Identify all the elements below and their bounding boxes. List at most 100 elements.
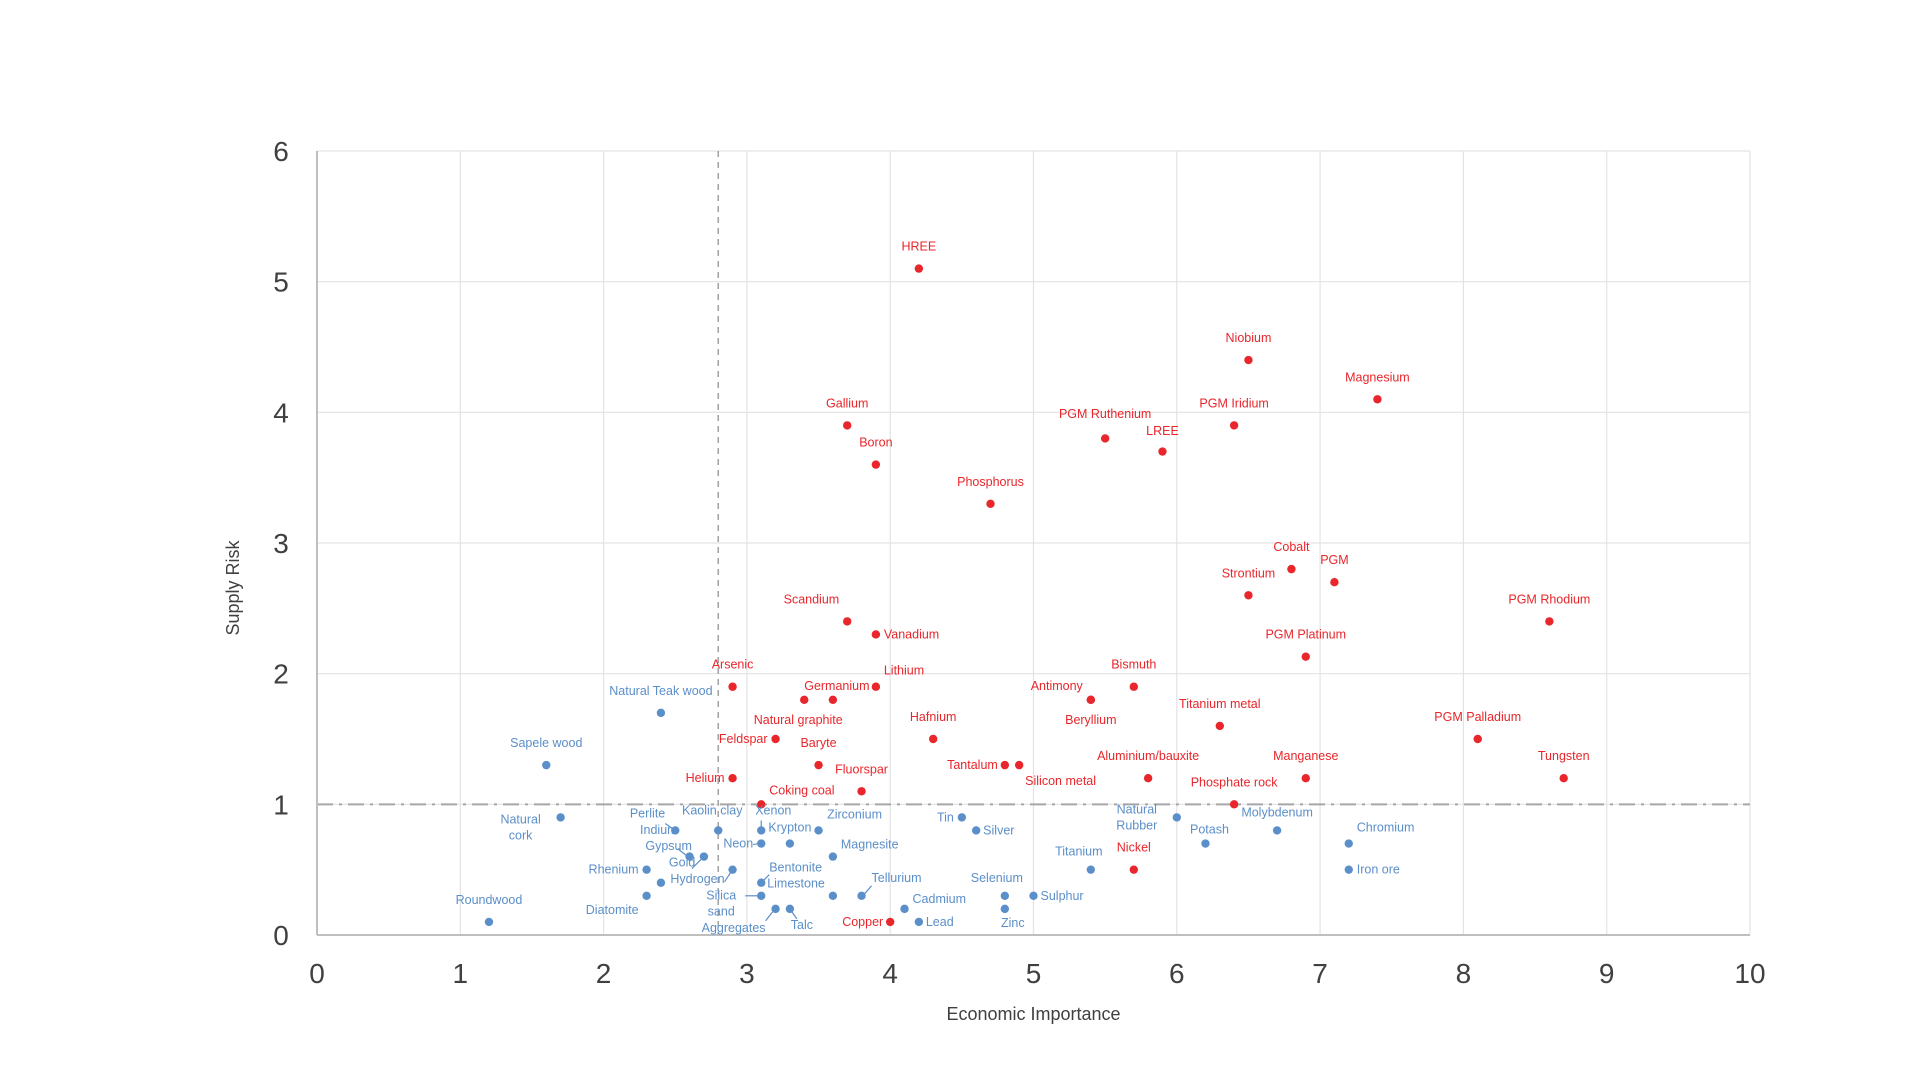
data-label: PGM Platinum [1265, 628, 1346, 642]
data-point-natural-rubber [1172, 813, 1182, 822]
data-point-aluminium-bauxite [1143, 774, 1153, 783]
data-label: PGM Ruthenium [1059, 407, 1151, 421]
data-label: Natural cork [500, 812, 540, 842]
data-point-scandium [843, 617, 852, 626]
data-label: Tin [937, 810, 954, 824]
data-point-cobalt [1287, 564, 1296, 574]
data-point-titanium-metal [1215, 721, 1224, 731]
data-label: Indium [640, 823, 678, 837]
data-point-pgm-ruthenium [1100, 434, 1110, 443]
data-label: Vanadium [884, 627, 939, 641]
data-point-silver [971, 826, 981, 835]
data-labels: HREE Niobium Magnesium Gallium PGM Iridium PG… [456, 240, 1591, 936]
data-label: Antimony [1031, 679, 1084, 693]
data-label: Silicon metal [1025, 774, 1096, 788]
data-label: Selenium [971, 871, 1023, 885]
leader-line [791, 911, 798, 920]
data-label: Kaolin clay [682, 803, 743, 817]
data-point-tantalum [1000, 760, 1010, 770]
y-tick-label: 3 [273, 528, 289, 559]
data-label: Scandium [784, 592, 840, 606]
data-label: Chromium [1357, 821, 1415, 835]
data-label: Silica sand [706, 889, 736, 919]
data-label: Magnesite [841, 838, 899, 852]
data-point-pgm-platinum [1301, 652, 1310, 661]
leader-line [864, 885, 872, 895]
data-point-strontium [1244, 591, 1253, 600]
data-label: Aggregates [702, 921, 766, 935]
data-label: Xenon [755, 803, 791, 817]
data-label: Bentonite [769, 860, 822, 874]
leader-line [724, 872, 732, 882]
data-point-beryllium [1086, 695, 1096, 704]
data-label: Aluminium/bauxite [1097, 749, 1199, 763]
data-point-tin [957, 813, 967, 822]
data-label: Zirconium [827, 807, 882, 821]
data-label: Germanium [804, 679, 869, 693]
data-point-helium [728, 774, 737, 783]
data-label: Roundwood [456, 893, 523, 907]
data-label: Natural graphite [754, 713, 843, 727]
data-point-chromium [1344, 839, 1353, 848]
data-point-pgm-palladium [1473, 734, 1482, 744]
data-label: Sapele wood [510, 736, 582, 750]
data-label: Fluorspar [835, 762, 888, 776]
leader-line [765, 911, 774, 922]
data-label: Potash [1190, 823, 1229, 837]
data-label: Phosphorus [957, 475, 1024, 489]
data-point-bismuth [1129, 682, 1139, 691]
x-tick-label: 1 [453, 958, 469, 989]
y-tick-label: 1 [273, 789, 289, 820]
data-point-feldspar [771, 734, 780, 744]
data-point-manganese [1301, 774, 1310, 783]
data-point-baryte [814, 760, 823, 770]
data-point-lead [914, 917, 924, 927]
data-label: Zinc [1001, 916, 1025, 930]
data-point-potash [1201, 839, 1210, 848]
data-label: Gallium [826, 396, 868, 410]
data-point-hydrogen [728, 865, 737, 874]
x-tick-label: 10 [1734, 958, 1765, 989]
x-tick-label: 8 [1456, 958, 1472, 989]
x-tick-label: 6 [1169, 958, 1185, 989]
data-label: Boron [859, 436, 892, 450]
data-label: Rhenium [589, 863, 639, 877]
y-tick-labels: 0 1 2 3 4 5 6 [273, 136, 289, 951]
data-point-natural-graphite [800, 695, 809, 704]
data-point-selenium [1000, 891, 1010, 900]
data-point-niobium [1244, 355, 1253, 365]
leader-line [691, 859, 702, 870]
data-label: Gold [669, 855, 695, 869]
data-label: PGM Palladium [1434, 710, 1521, 724]
data-point-vanadium [871, 630, 881, 639]
data-point-aggregates [771, 904, 780, 914]
data-point-indium [685, 852, 694, 861]
data-label: Coking coal [769, 783, 834, 797]
data-point-iron-ore [1344, 865, 1353, 874]
data-label: Feldspar [719, 732, 768, 746]
data-label: Limestone [767, 877, 825, 891]
leader-line [664, 822, 673, 829]
data-point-coking-coal [757, 800, 766, 809]
data-point-neon [757, 839, 766, 848]
x-tick-label: 4 [882, 958, 898, 989]
data-label: Natural Rubber [1116, 802, 1157, 832]
data-label: Tantalum [947, 758, 998, 772]
data-point-germanium [828, 695, 838, 704]
data-label: Lead [926, 915, 954, 929]
data-label: Bismuth [1111, 658, 1156, 672]
threshold-lines [317, 151, 1750, 935]
x-tick-labels: 0 1 2 3 4 5 6 7 8 9 10 [309, 958, 1765, 989]
data-point-zirconium [814, 826, 823, 835]
axes [316, 151, 1750, 936]
data-label: PGM [1320, 553, 1348, 567]
data-label: Gypsum [645, 839, 692, 853]
data-label: Hafnium [910, 710, 957, 724]
data-point-gallium [843, 421, 852, 430]
data-point-magnesium [1373, 395, 1382, 404]
y-tick-label: 0 [273, 920, 289, 951]
x-tick-label: 3 [739, 958, 755, 989]
data-label: LREE [1146, 424, 1179, 438]
data-point-cadmium [900, 904, 909, 914]
